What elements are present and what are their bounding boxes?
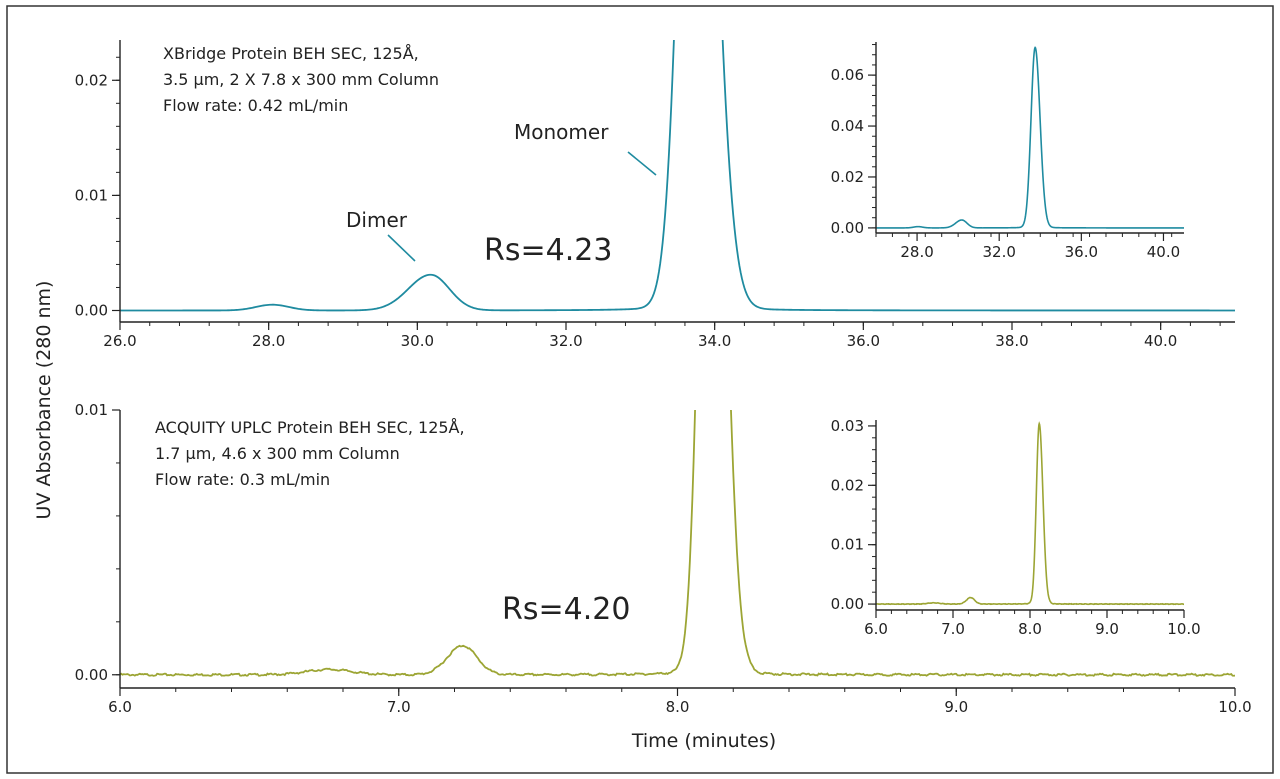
- bottom-inset-x-tick-label: 10.0: [1167, 620, 1200, 638]
- bottom-resolution-label: Rs=4.20: [502, 592, 630, 627]
- dimer-leader-line: [387, 234, 416, 262]
- top-annotation-line-2: 3.5 µm, 2 X 7.8 x 300 mm Column: [163, 70, 439, 89]
- top-main-x-tick-label: 38.0: [995, 332, 1028, 350]
- top-column-annotation: XBridge Protein BEH SEC, 125Å, 3.5 µm, 2…: [163, 44, 439, 115]
- bottom-main-x-tick-label: 7.0: [387, 698, 411, 716]
- top-inset-x-tick-label: 28.0: [900, 243, 933, 261]
- top-resolution-label: Rs=4.23: [484, 233, 612, 268]
- bottom-inset-y-tick-label: 0.01: [831, 536, 864, 554]
- top-inset-y-tick-label: 0.02: [831, 168, 864, 186]
- bottom-inset-x-tick-label: 9.0: [1095, 620, 1119, 638]
- top-main-x-tick-label: 34.0: [698, 332, 731, 350]
- bottom-inset-x-tick-label: 7.0: [941, 620, 965, 638]
- top-main-trace: [120, 40, 1235, 312]
- top-main-y-tick-label: 0.02: [75, 71, 108, 89]
- dimer-label: Dimer: [346, 208, 408, 232]
- bottom-inset-trace: [876, 421, 1184, 606]
- top-inset-trace: [876, 46, 1184, 229]
- bottom-main-x-tick-label: 6.0: [108, 698, 132, 716]
- bottom-main-y-tick-label: 0.00: [75, 666, 108, 684]
- bottom-inset-y-tick-label: 0.03: [831, 417, 864, 435]
- bottom-inset-chart: 6.0 7.0 8.0 9.0 10.0 0.00 0.01 0.02 0.03: [831, 417, 1201, 638]
- top-inset-y-tick-label: 0.06: [831, 66, 864, 84]
- bottom-annotation-line-2: 1.7 µm, 4.6 x 300 mm Column: [155, 444, 400, 463]
- y-axis-label: UV Absorbance (280 nm): [33, 281, 55, 520]
- bottom-annotation-line-3: Flow rate: 0.3 mL/min: [155, 470, 330, 489]
- top-annotation-line-3: Flow rate: 0.42 mL/min: [163, 96, 348, 115]
- x-axis-label: Time (minutes): [631, 730, 776, 752]
- top-main-y-tick-label: 0.00: [75, 301, 108, 319]
- top-main-x-tick-label: 40.0: [1144, 332, 1177, 350]
- top-inset-y-tick-label: 0.00: [831, 219, 864, 237]
- bottom-main-trace: [120, 410, 1235, 677]
- monomer-leader-line: [627, 151, 657, 176]
- top-main-x-tick-label: 28.0: [252, 332, 285, 350]
- top-main-x-tick-label: 30.0: [401, 332, 434, 350]
- top-main-x-tick-label: 32.0: [549, 332, 582, 350]
- bottom-inset-y-tick-label: 0.02: [831, 476, 864, 494]
- bottom-annotation-line-1: ACQUITY UPLC Protein BEH SEC, 125Å,: [155, 418, 465, 437]
- bottom-main-chart: ACQUITY UPLC Protein BEH SEC, 125Å, 1.7 …: [75, 401, 1252, 716]
- top-inset-x-tick-label: 40.0: [1147, 243, 1180, 261]
- top-inset-x-tick-label: 32.0: [982, 243, 1015, 261]
- monomer-label: Monomer: [514, 120, 609, 144]
- bottom-inset-x-tick-label: 6.0: [864, 620, 888, 638]
- bottom-main-x-tick-label: 9.0: [944, 698, 968, 716]
- bottom-inset-y-tick-label: 0.00: [831, 595, 864, 613]
- top-inset-x-tick-label: 36.0: [1065, 243, 1098, 261]
- top-main-y-tick-label: 0.01: [75, 186, 108, 204]
- figure-frame: [6, 5, 1274, 774]
- top-main-x-tick-label: 36.0: [847, 332, 880, 350]
- bottom-inset-x-tick-label: 8.0: [1018, 620, 1042, 638]
- top-annotation-line-1: XBridge Protein BEH SEC, 125Å,: [163, 44, 419, 63]
- top-main-chart: XBridge Protein BEH SEC, 125Å, 3.5 µm, 2…: [75, 40, 1235, 350]
- top-inset-chart: 28.0 32.0 36.0 40.0 0.00 0.02 0.04 0.06: [831, 42, 1184, 261]
- top-main-x-tick-label: 26.0: [103, 332, 136, 350]
- bottom-main-y-tick-label: 0.01: [75, 401, 108, 419]
- bottom-main-x-tick-label: 10.0: [1218, 698, 1251, 716]
- bottom-column-annotation: ACQUITY UPLC Protein BEH SEC, 125Å, 1.7 …: [155, 418, 465, 489]
- bottom-main-x-tick-label: 8.0: [666, 698, 690, 716]
- top-inset-y-tick-label: 0.04: [831, 117, 864, 135]
